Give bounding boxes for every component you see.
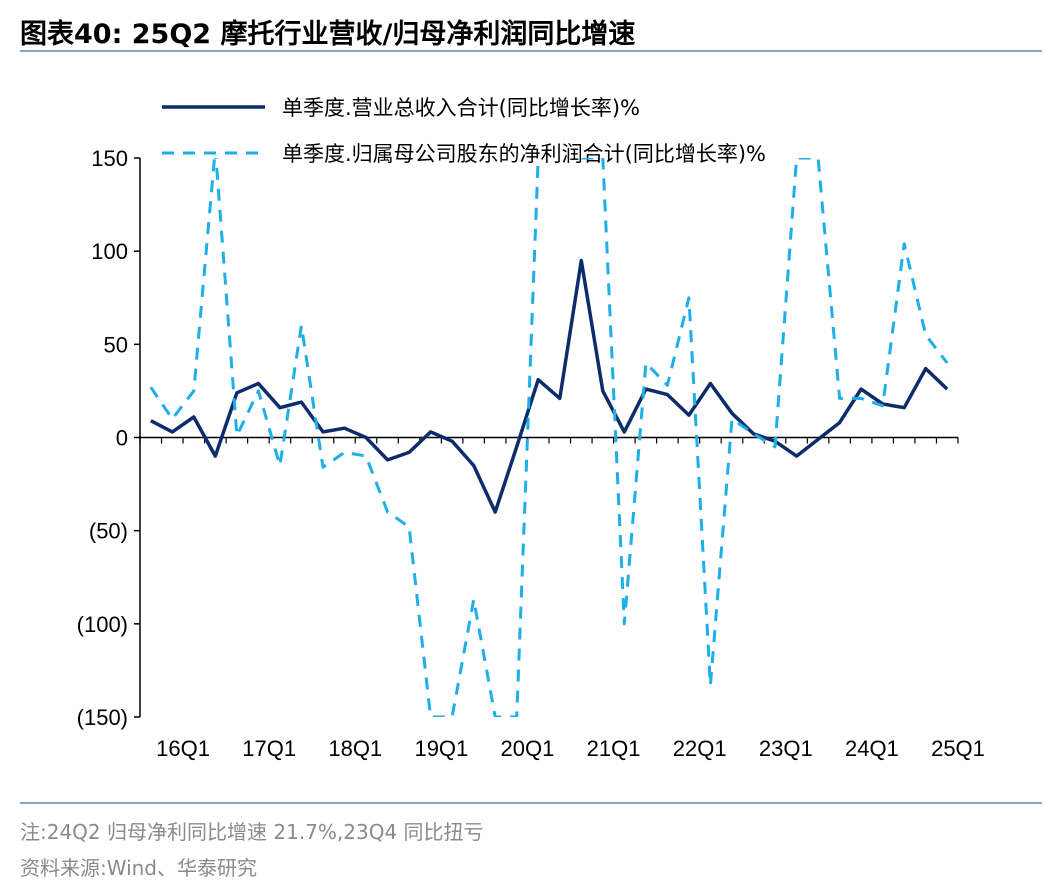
net-profit-growth-line (149, 158, 949, 717)
x-tick-label: 17Q1 (242, 736, 296, 761)
y-tick-label: (50) (89, 519, 128, 544)
chart-source: 资料来源:Wind、华泰研究 (20, 856, 258, 880)
y-tick-label: 100 (91, 239, 128, 264)
legend-label-revenue: 单季度.营业总收入合计(同比增长率)% (282, 96, 640, 120)
legend-label-profit: 单季度.归属母公司股东的净利润合计(同比增长率)% (282, 142, 766, 166)
series-lines (149, 158, 949, 717)
title-rule (20, 50, 1042, 52)
y-tick-label: 0 (116, 426, 128, 451)
x-tick-label: 20Q1 (501, 736, 555, 761)
x-tick-label: 24Q1 (845, 736, 899, 761)
x-tick-label: 19Q1 (414, 736, 468, 761)
y-tick-label: (150) (77, 705, 128, 730)
x-tick-label: 21Q1 (587, 736, 641, 761)
chart-title: 图表40: 25Q2 摩托行业营收/归母净利润同比增速 (20, 19, 636, 50)
x-tick-label: 22Q1 (673, 736, 727, 761)
y-tick-label: 50 (104, 332, 128, 357)
x-tick-label: 23Q1 (759, 736, 813, 761)
revenue-growth-line (149, 258, 949, 514)
legend: 单季度.营业总收入合计(同比增长率)% 单季度.归属母公司股东的净利润合计(同比增… (162, 96, 766, 166)
y-tick-label: 150 (91, 146, 128, 171)
x-tick-label: 16Q1 (156, 736, 210, 761)
axes: 150 100 50 0 (50) (100) (150) 16Q1 17Q1 18Q1 19Q1 2… (77, 146, 985, 761)
x-tick-label: 18Q1 (328, 736, 382, 761)
y-tick-label: (100) (77, 612, 128, 637)
x-tick-label: 25Q1 (931, 736, 985, 761)
chart-note: 注:24Q2 归母净利同比增速 21.7%,23Q4 同比扭亏 (20, 820, 484, 844)
chart-area: 单季度.营业总收入合计(同比增长率)% 单季度.归属母公司股东的净利润合计(同比增… (77, 96, 985, 761)
footer-rule (20, 802, 1042, 804)
